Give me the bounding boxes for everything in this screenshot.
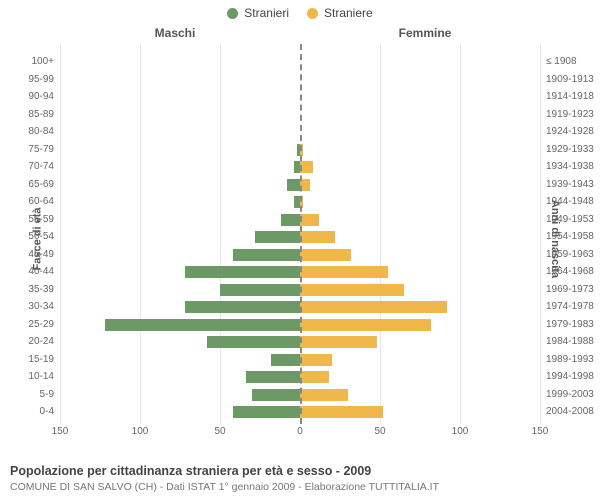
bar-male [207, 336, 300, 348]
ytick-birth: ≤ 1908 [540, 54, 600, 70]
xtick: 0 [297, 426, 303, 437]
ytick-age: 50-54 [16, 229, 60, 245]
ytick-birth: 1914-1918 [540, 89, 600, 105]
bar-male [185, 266, 300, 278]
bar-male [281, 214, 300, 226]
ytick-age: 0-4 [16, 404, 60, 420]
bar-male [246, 371, 300, 383]
ytick-age: 75-79 [16, 142, 60, 158]
ytick-age: 80-84 [16, 124, 60, 140]
ytick-age: 20-24 [16, 334, 60, 350]
bar-male [271, 354, 300, 366]
xtick: 100 [132, 426, 149, 437]
ytick-age: 10-14 [16, 369, 60, 385]
ytick-age: 70-74 [16, 159, 60, 175]
ytick-age: 65-69 [16, 177, 60, 193]
plot-area: 100+≤ 190895-991909-191390-941914-191885… [60, 44, 540, 424]
chart-container: Stranieri Straniere Maschi Femmine Fasce… [0, 0, 600, 500]
ytick-birth: 1999-2003 [540, 387, 600, 403]
xtick: 150 [52, 426, 69, 437]
ytick-birth: 1984-1988 [540, 334, 600, 350]
ytick-age: 5-9 [16, 387, 60, 403]
chart-area: Maschi Femmine Fasce di età Anni di nasc… [0, 24, 600, 454]
bar-female [300, 406, 383, 418]
bar-male [233, 249, 300, 261]
column-title-female: Femmine [310, 26, 540, 40]
ytick-birth: 1949-1953 [540, 212, 600, 228]
ytick-birth: 1944-1948 [540, 194, 600, 210]
ytick-age: 100+ [16, 54, 60, 70]
ytick-birth: 1994-1998 [540, 369, 600, 385]
center-divider [300, 44, 302, 424]
xtick: 50 [374, 426, 385, 437]
legend-label-male: Stranieri [244, 6, 289, 20]
x-axis: 15010050050100150 [60, 426, 540, 444]
bar-female [300, 301, 447, 313]
ytick-birth: 1974-1978 [540, 299, 600, 315]
ytick-age: 30-34 [16, 299, 60, 315]
ytick-birth: 2004-2008 [540, 404, 600, 420]
ytick-age: 60-64 [16, 194, 60, 210]
ytick-birth: 1979-1983 [540, 317, 600, 333]
xtick: 150 [532, 426, 549, 437]
bar-male [252, 389, 300, 401]
legend-swatch-female [307, 8, 318, 19]
column-title-male: Maschi [60, 26, 290, 40]
bar-female [300, 284, 404, 296]
ytick-birth: 1959-1963 [540, 247, 600, 263]
bar-female [300, 266, 388, 278]
xtick: 100 [452, 426, 469, 437]
legend-swatch-male [227, 8, 238, 19]
legend-label-female: Straniere [324, 6, 373, 20]
legend-item-male: Stranieri [227, 6, 289, 20]
chart-title: Popolazione per cittadinanza straniera p… [10, 463, 590, 480]
bar-male [185, 301, 300, 313]
ytick-age: 35-39 [16, 282, 60, 298]
bar-male [220, 284, 300, 296]
bar-female [300, 336, 377, 348]
ytick-birth: 1934-1938 [540, 159, 600, 175]
ytick-age: 40-44 [16, 264, 60, 280]
ytick-birth: 1989-1993 [540, 352, 600, 368]
bar-female [300, 371, 329, 383]
ytick-birth: 1969-1973 [540, 282, 600, 298]
ytick-age: 55-59 [16, 212, 60, 228]
ytick-birth: 1929-1933 [540, 142, 600, 158]
ytick-birth: 1909-1913 [540, 72, 600, 88]
ytick-birth: 1964-1968 [540, 264, 600, 280]
bar-female [300, 319, 431, 331]
bar-male [287, 179, 300, 191]
legend-item-female: Straniere [307, 6, 373, 20]
chart-subtitle: COMUNE DI SAN SALVO (CH) - Dati ISTAT 1°… [10, 480, 590, 494]
ytick-age: 90-94 [16, 89, 60, 105]
ytick-age: 95-99 [16, 72, 60, 88]
bar-male [105, 319, 300, 331]
ytick-birth: 1954-1958 [540, 229, 600, 245]
ytick-birth: 1924-1928 [540, 124, 600, 140]
ytick-age: 85-89 [16, 107, 60, 123]
bar-female [300, 389, 348, 401]
ytick-age: 15-19 [16, 352, 60, 368]
bar-female [300, 231, 335, 243]
xtick: 50 [214, 426, 225, 437]
bar-female [300, 354, 332, 366]
ytick-birth: 1919-1923 [540, 107, 600, 123]
bar-male [255, 231, 300, 243]
bar-female [300, 214, 319, 226]
legend: Stranieri Straniere [0, 0, 600, 24]
ytick-birth: 1939-1943 [540, 177, 600, 193]
bar-male [233, 406, 300, 418]
bar-female [300, 249, 351, 261]
chart-footer: Popolazione per cittadinanza straniera p… [10, 463, 590, 494]
ytick-age: 25-29 [16, 317, 60, 333]
ytick-age: 45-49 [16, 247, 60, 263]
